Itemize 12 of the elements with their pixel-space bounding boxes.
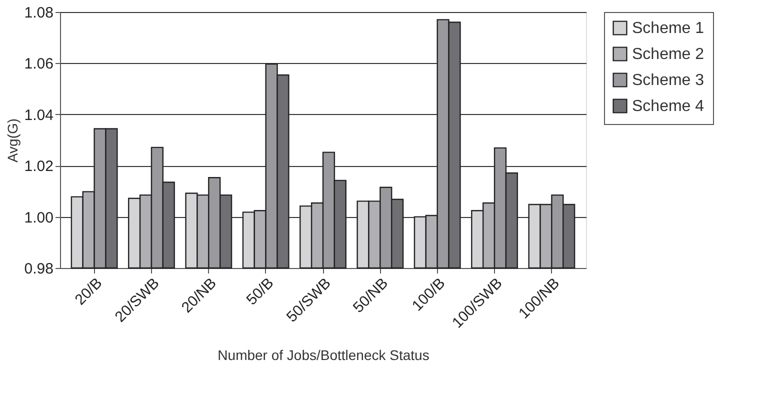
legend-label: Scheme 1 [632, 20, 704, 37]
y-tick-label: 1.04 [24, 106, 54, 124]
y-axis-title: Avg(G) [4, 118, 20, 163]
legend-label: Scheme 3 [632, 72, 704, 89]
y-tick-label: 1.00 [24, 209, 54, 226]
x-axis-title: Number of Jobs/Bottleneck Status [218, 346, 430, 363]
y-tick-label: 0.98 [24, 260, 54, 278]
legend-label: Scheme 2 [632, 46, 704, 63]
y-tick-label: 1.06 [24, 56, 54, 73]
y-tick-label: 1.02 [24, 158, 54, 176]
y-tick-label: 1.08 [24, 4, 54, 22]
legend-label: Scheme 4 [632, 98, 704, 115]
